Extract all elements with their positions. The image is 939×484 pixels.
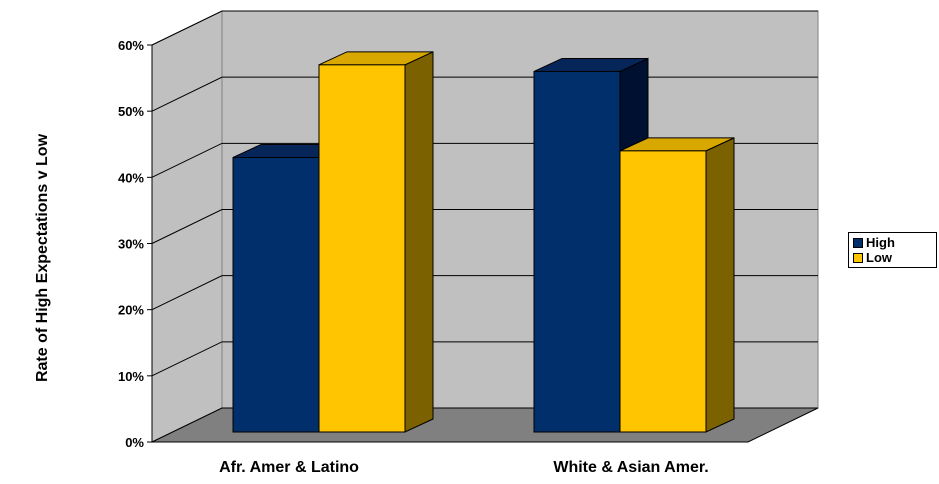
y-tick-label: 20% (118, 303, 144, 318)
bar-side (705, 137, 735, 433)
y-tick-label: 60% (118, 38, 144, 53)
bar-front (619, 150, 707, 433)
legend-swatch-low (853, 252, 863, 263)
legend-label-high: High (866, 235, 895, 250)
legend-swatch-high (853, 237, 863, 248)
legend-item-low: Low (853, 250, 932, 265)
y-tick-label: 30% (118, 237, 144, 252)
bar-low-1 (619, 137, 735, 433)
bar-front (232, 156, 320, 433)
gridline (151, 10, 818, 46)
legend-label-low: Low (866, 250, 892, 265)
y-axis: 0% 10% 20% 30% 40% 50% 60% (118, 38, 153, 450)
y-tick-label: 50% (118, 104, 144, 119)
y-tick-label: 0% (125, 435, 144, 450)
legend: High Low (848, 232, 937, 268)
bar-side (404, 51, 434, 433)
x-category-label: Afr. Amer & Latino (219, 459, 359, 476)
bar-front (533, 70, 621, 433)
bar-front (318, 64, 406, 433)
y-axis-title: Rate of High Expectations v Low (34, 133, 51, 382)
y-tick-label: 40% (118, 170, 144, 185)
bar-low-0 (318, 51, 434, 433)
x-category-label: White & Asian Amer. (553, 459, 708, 476)
y-tick-label: 10% (118, 369, 144, 384)
bars (232, 51, 735, 433)
legend-item-high: High (853, 235, 932, 250)
x-axis: Afr. Amer & Latino White & Asian Amer. (219, 459, 709, 476)
